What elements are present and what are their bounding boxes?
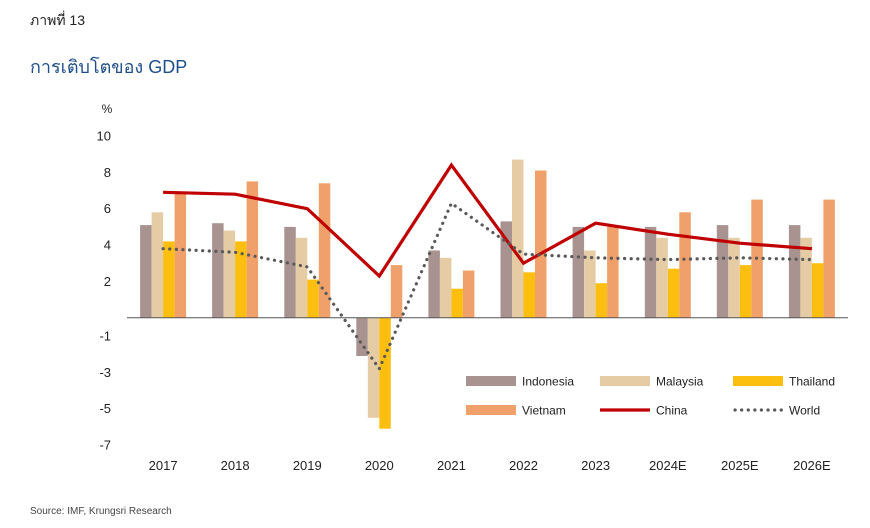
bar-vietnam-2026e	[823, 199, 835, 318]
legend-item-malaysia: Malaysia	[600, 375, 704, 389]
bar-indonesia-2023	[572, 226, 585, 318]
legend-label: Malaysia	[656, 375, 704, 389]
legend-swatch	[600, 376, 650, 386]
bar-malaysia-2021	[439, 257, 452, 318]
bar-indonesia-2020	[356, 317, 368, 356]
x-tick-label: 2026E	[793, 458, 831, 473]
legend-label: World	[789, 404, 820, 418]
legend-swatch	[466, 405, 516, 415]
bar-vietnam-2023	[607, 226, 619, 318]
legend-swatch	[733, 376, 783, 386]
y-tick-label: 4	[104, 238, 111, 253]
bar-malaysia-2022	[512, 159, 524, 318]
legend-label: China	[656, 404, 688, 418]
bar-indonesia-2022	[500, 221, 512, 318]
lines-layer	[161, 162, 814, 372]
legend-item-world: World	[733, 404, 820, 418]
y-tick-label: 6	[104, 201, 111, 216]
bar-vietnam-2022	[535, 170, 547, 318]
y-tick-label: 2	[104, 274, 111, 289]
chart-title: การเติบโตของ GDP	[30, 57, 188, 77]
bar-thailand-2026e	[811, 263, 824, 318]
x-tick-label: 2023	[581, 458, 610, 473]
bar-thailand-2022	[523, 272, 535, 318]
bar-malaysia-2019	[295, 237, 308, 318]
x-tick-label: 2020	[365, 458, 394, 473]
bar-thailand-2024e	[667, 268, 680, 318]
bar-thailand-2017	[163, 241, 175, 318]
legend: Indonesia Malaysia Thailand Vietnam China Wor…	[466, 375, 835, 418]
bar-malaysia-2023	[584, 250, 596, 318]
legend-item-indonesia: Indonesia	[466, 375, 574, 389]
bar-vietnam-2019	[318, 183, 331, 318]
x-tick-label: 2025E	[721, 458, 759, 473]
y-axis-unit: %	[102, 102, 113, 116]
bar-indonesia-2026e	[788, 225, 801, 318]
bar-indonesia-2019	[284, 226, 296, 318]
x-tick-label: 2019	[293, 458, 322, 473]
source-note: Source: IMF, Krungsri Research	[30, 506, 172, 517]
x-axis-ticks: 2017 2018 2019 2020 2021 2022 2023 2024E 2025E 20…	[149, 458, 831, 473]
figure-label: ภาพที่ 13	[30, 12, 86, 28]
bar-vietnam-2017	[174, 192, 187, 318]
bar-malaysia-2020	[367, 317, 380, 418]
line-world	[161, 200, 814, 372]
bar-thailand-2020	[379, 317, 391, 429]
legend-swatch	[466, 376, 516, 386]
legend-item-thailand: Thailand	[733, 375, 835, 389]
x-tick-label: 2022	[509, 458, 538, 473]
y-tick-label: -3	[99, 365, 111, 380]
bar-indonesia-2021	[428, 250, 440, 318]
legend-label: Indonesia	[522, 375, 574, 389]
bar-thailand-2021	[451, 288, 463, 318]
legend-label: Thailand	[789, 375, 835, 389]
bar-indonesia-2024e	[644, 226, 657, 318]
y-tick-label: 10	[97, 129, 111, 144]
bar-vietnam-2021	[462, 270, 475, 318]
x-tick-label: 2024E	[649, 458, 687, 473]
bar-malaysia-2025e	[728, 237, 740, 318]
bar-thailand-2023	[595, 283, 608, 318]
bar-vietnam-2024e	[679, 212, 691, 318]
bar-indonesia-2025e	[716, 225, 729, 318]
bar-vietnam-2018	[246, 181, 259, 318]
y-axis-ticks: 10 8 6 4 2 -1 -3 -5 -7	[97, 129, 111, 453]
bars-layer	[140, 159, 835, 429]
y-tick-label: 8	[104, 165, 111, 180]
bar-malaysia-2017	[151, 212, 164, 318]
bar-thailand-2019	[307, 279, 319, 318]
bar-indonesia-2018	[212, 223, 224, 318]
line-china	[163, 162, 813, 279]
x-tick-label: 2017	[149, 458, 178, 473]
bar-thailand-2025e	[739, 265, 752, 318]
bar-thailand-2018	[235, 241, 247, 318]
bar-vietnam-2020	[390, 265, 403, 318]
bar-malaysia-2026e	[800, 237, 812, 318]
bar-indonesia-2017	[140, 225, 152, 318]
legend-item-china: China	[600, 404, 688, 418]
x-tick-label: 2018	[221, 458, 250, 473]
bar-malaysia-2024e	[656, 237, 668, 318]
bar-malaysia-2018	[223, 230, 236, 318]
legend-label: Vietnam	[522, 404, 566, 418]
x-tick-label: 2021	[437, 458, 466, 473]
legend-item-vietnam: Vietnam	[466, 404, 566, 418]
y-tick-label: -5	[99, 401, 111, 416]
y-tick-label: -7	[99, 438, 111, 453]
y-tick-label: -1	[99, 328, 111, 343]
